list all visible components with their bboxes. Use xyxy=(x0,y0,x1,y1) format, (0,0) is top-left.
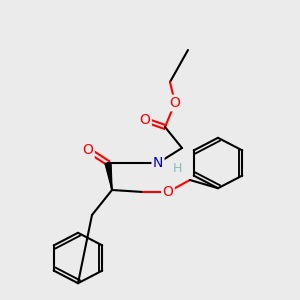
Text: O: O xyxy=(163,185,173,199)
Text: H: H xyxy=(172,161,182,175)
Polygon shape xyxy=(105,163,112,190)
Text: N: N xyxy=(153,156,163,170)
Text: O: O xyxy=(82,143,93,157)
Text: O: O xyxy=(140,113,150,127)
Text: O: O xyxy=(169,96,180,110)
